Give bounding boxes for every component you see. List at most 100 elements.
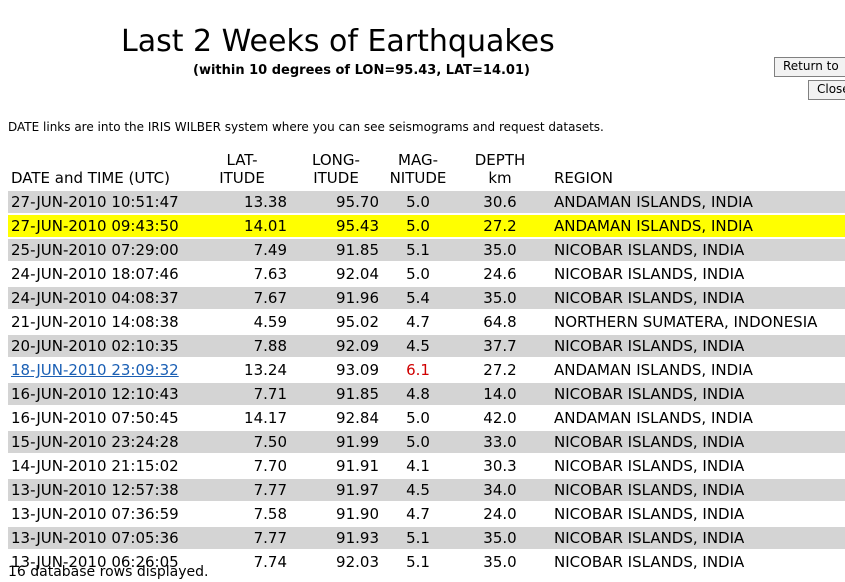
cell-magnitude: 4.1 xyxy=(382,453,454,478)
header-magnitude: MAG- NITUDE xyxy=(382,151,454,190)
cell-longitude: 95.43 xyxy=(290,213,382,238)
cell-depth: 34.0 xyxy=(454,477,546,502)
cell-region: NICOBAR ISLANDS, INDIA xyxy=(546,261,845,286)
cell-longitude: 91.85 xyxy=(290,381,382,406)
cell-depth: 24.6 xyxy=(454,261,546,286)
cell-magnitude: 4.7 xyxy=(382,501,454,526)
cell-latitude: 7.50 xyxy=(194,429,290,454)
cell-latitude: 7.49 xyxy=(194,237,290,262)
row-count-footer: 16 database rows displayed. xyxy=(8,564,209,580)
cell-magnitude: 4.7 xyxy=(382,309,454,334)
cell-depth: 27.2 xyxy=(454,213,546,238)
cell-region: NORTHERN SUMATERA, INDONESIA xyxy=(546,309,845,334)
cell-magnitude: 5.0 xyxy=(382,405,454,430)
cell-longitude: 91.85 xyxy=(290,237,382,262)
cell-depth: 35.0 xyxy=(454,549,546,573)
cell-region: NICOBAR ISLANDS, INDIA xyxy=(546,429,845,454)
table-row: 24-JUN-2010 18:07:46 7.63 92.04 5.0 24.6… xyxy=(8,261,845,286)
cell-date: 24-JUN-2010 04:08:37 xyxy=(8,285,194,310)
cell-latitude: 4.59 xyxy=(194,309,290,334)
cell-region: ANDAMAN ISLANDS, INDIA xyxy=(546,213,845,238)
cell-depth: 24.0 xyxy=(454,501,546,526)
cell-depth: 33.0 xyxy=(454,429,546,454)
cell-date: 27-JUN-2010 10:51:47 xyxy=(8,189,194,214)
table-row: 13-JUN-2010 07:05:36 7.77 91.93 5.1 35.0… xyxy=(8,525,845,550)
table-row: 13-JUN-2010 07:36:59 7.58 91.90 4.7 24.0… xyxy=(8,501,845,526)
cell-latitude: 13.38 xyxy=(194,189,290,214)
cell-latitude: 7.77 xyxy=(194,525,290,550)
cell-latitude: 14.01 xyxy=(194,213,290,238)
table-row: 13-JUN-2010 06:26:05 7.74 92.03 5.1 35.0… xyxy=(8,549,845,573)
cell-magnitude: 5.0 xyxy=(382,213,454,238)
cell-longitude: 92.04 xyxy=(290,261,382,286)
cell-region: NICOBAR ISLANDS, INDIA xyxy=(546,477,845,502)
table-row-highlighted: 27-JUN-2010 09:43:50 14.01 95.43 5.0 27.… xyxy=(8,213,845,238)
page-title: Last 2 Weeks of Earthquakes xyxy=(121,24,555,59)
cell-region: NICOBAR ISLANDS, INDIA xyxy=(546,549,845,573)
cell-date: 13-JUN-2010 07:36:59 xyxy=(8,501,194,526)
header-region: REGION xyxy=(554,169,613,187)
cell-latitude: 14.17 xyxy=(194,405,290,430)
cell-depth: 14.0 xyxy=(454,381,546,406)
cell-longitude: 92.03 xyxy=(290,549,382,573)
table-row: 21-JUN-2010 14:08:38 4.59 95.02 4.7 64.8… xyxy=(8,309,845,334)
cell-date: 15-JUN-2010 23:24:28 xyxy=(8,429,194,454)
cell-date: 21-JUN-2010 14:08:38 xyxy=(8,309,194,334)
cell-magnitude-large: 6.1 xyxy=(382,357,454,382)
cell-magnitude: 5.0 xyxy=(382,429,454,454)
return-button[interactable]: Return to xyxy=(774,57,845,77)
header-longitude-line1: LONG- xyxy=(312,151,360,169)
close-button[interactable]: Close xyxy=(808,80,845,100)
cell-depth: 30.3 xyxy=(454,453,546,478)
table-row: 24-JUN-2010 04:08:37 7.67 91.96 5.4 35.0… xyxy=(8,285,845,310)
cell-date: 20-JUN-2010 02:10:35 xyxy=(8,333,194,358)
cell-longitude: 91.97 xyxy=(290,477,382,502)
header-longitude-line2: ITUDE xyxy=(313,169,359,187)
header-depth: DEPTH km xyxy=(454,151,546,190)
cell-date: 27-JUN-2010 09:43:50 xyxy=(8,213,194,238)
table-row: 14-JUN-2010 21:15:02 7.70 91.91 4.1 30.3… xyxy=(8,453,845,478)
header-date: DATE and TIME (UTC) xyxy=(11,169,170,187)
cell-longitude: 92.84 xyxy=(290,405,382,430)
info-note: DATE links are into the IRIS WILBER syst… xyxy=(8,120,604,134)
header-latitude: LAT- ITUDE xyxy=(194,151,290,190)
cell-region: ANDAMAN ISLANDS, INDIA xyxy=(546,357,845,382)
cell-date: 16-JUN-2010 12:10:43 xyxy=(8,381,194,406)
cell-date: 14-JUN-2010 21:15:02 xyxy=(8,453,194,478)
cell-region: ANDAMAN ISLANDS, INDIA xyxy=(546,189,845,214)
cell-depth: 37.7 xyxy=(454,333,546,358)
cell-longitude: 91.90 xyxy=(290,501,382,526)
cell-magnitude: 4.5 xyxy=(382,333,454,358)
cell-longitude: 91.99 xyxy=(290,429,382,454)
cell-date: 13-JUN-2010 07:05:36 xyxy=(8,525,194,550)
cell-region: ANDAMAN ISLANDS, INDIA xyxy=(546,405,845,430)
cell-date: 25-JUN-2010 07:29:00 xyxy=(8,237,194,262)
wilber-date-link[interactable]: 18-JUN-2010 23:09:32 xyxy=(11,361,179,379)
cell-depth: 42.0 xyxy=(454,405,546,430)
table-row: 18-JUN-2010 23:09:32 13.24 93.09 6.1 27.… xyxy=(8,357,845,382)
cell-magnitude: 5.0 xyxy=(382,261,454,286)
cell-latitude: 7.77 xyxy=(194,477,290,502)
cell-magnitude: 4.8 xyxy=(382,381,454,406)
table-row: 16-JUN-2010 07:50:45 14.17 92.84 5.0 42.… xyxy=(8,405,845,430)
cell-date: 13-JUN-2010 06:26:05 xyxy=(8,549,194,573)
cell-date: 18-JUN-2010 23:09:32 xyxy=(8,357,194,382)
table-row: 25-JUN-2010 07:29:00 7.49 91.85 5.1 35.0… xyxy=(8,237,845,262)
cell-region: NICOBAR ISLANDS, INDIA xyxy=(546,333,845,358)
cell-longitude: 95.02 xyxy=(290,309,382,334)
cell-magnitude: 5.4 xyxy=(382,285,454,310)
cell-longitude: 91.91 xyxy=(290,453,382,478)
cell-magnitude: 5.1 xyxy=(382,525,454,550)
cell-region: NICOBAR ISLANDS, INDIA xyxy=(546,237,845,262)
cell-latitude: 7.63 xyxy=(194,261,290,286)
cell-longitude: 91.93 xyxy=(290,525,382,550)
header-longitude: LONG- ITUDE xyxy=(290,151,382,190)
cell-depth: 35.0 xyxy=(454,525,546,550)
cell-depth: 27.2 xyxy=(454,357,546,382)
cell-longitude: 92.09 xyxy=(290,333,382,358)
table-header-row: DATE and TIME (UTC) LAT- ITUDE LONG- ITUDE… xyxy=(8,151,845,190)
cell-region: NICOBAR ISLANDS, INDIA xyxy=(546,453,845,478)
cell-longitude: 95.70 xyxy=(290,189,382,214)
cell-magnitude: 4.5 xyxy=(382,477,454,502)
header-latitude-line2: ITUDE xyxy=(219,169,265,187)
